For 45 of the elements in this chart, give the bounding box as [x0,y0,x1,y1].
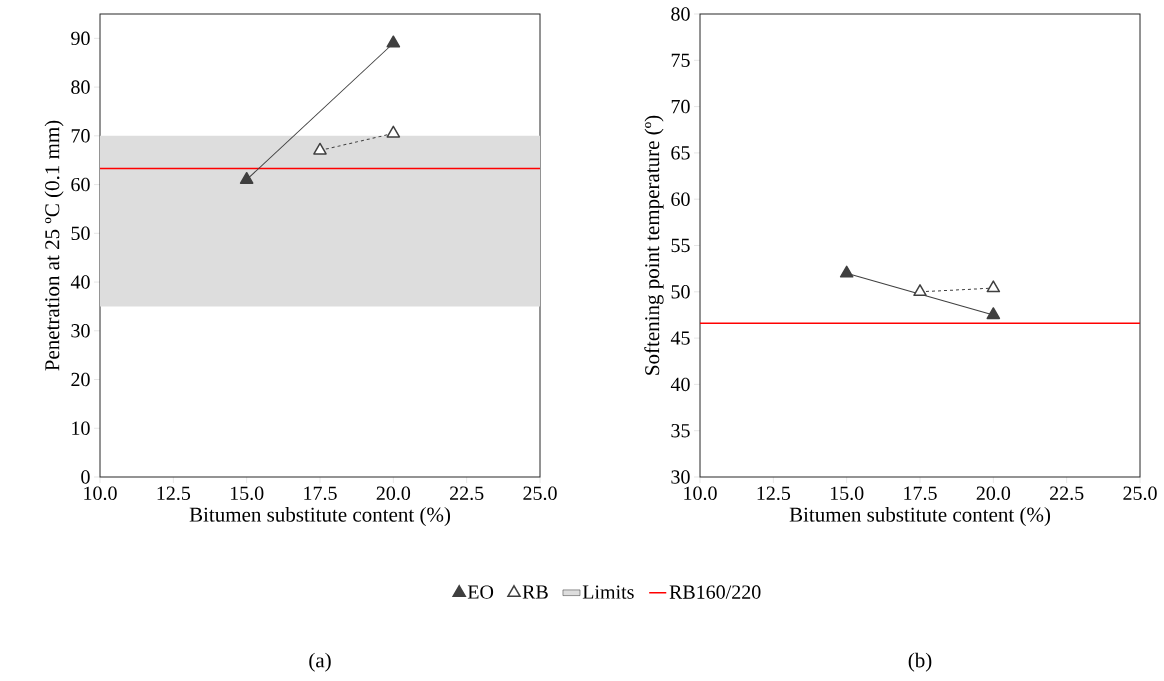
y-tick-label: 30 [71,324,90,338]
y-tick-label: 70 [671,99,690,114]
y-tick-label: 50 [71,226,90,241]
x-tick-label: 22.5 [450,486,484,501]
y-tick-label: 80 [671,7,690,21]
text: (b) [908,652,932,672]
x-tick-label: 17.5 [304,486,337,501]
y-tick-label: 90 [71,31,90,46]
x-tick-label: 25.0 [1123,486,1157,501]
y-tick-label: 70 [71,129,90,143]
y-tick-label: 75 [671,53,690,67]
x-tick-label: 20.0 [976,486,1011,501]
y-tick-label: 0 [81,470,90,484]
y-tick-label: 40 [670,377,690,392]
y-tick-label: 40 [70,275,90,289]
y-axis-title: Penetration at 25 ºC (0.1 mm) [44,120,64,371]
x-tick-label: 12.5 [157,486,191,501]
text: (a) [309,652,331,672]
y-tick-label: 55 [671,238,690,253]
x-tick-label: 12.5 [757,486,791,501]
y-tick-label: 50 [671,285,690,299]
x-axis-title: Bitumen substitute content (%) [189,506,451,527]
legend-label: EO [467,585,494,599]
legend-label: RB160/220 [669,585,761,599]
x-tick-label: 17.5 [904,486,937,501]
legend-label: RB [522,585,548,599]
x-tick-label: 20.0 [376,486,411,501]
y-tick-label: 80 [71,80,90,94]
x-axis-title: Bitumen substitute content (%) [789,506,1051,527]
x-tick-label: 10.0 [684,486,717,501]
y-tick-label: 65 [671,146,690,160]
y-tick-label: 35 [671,423,690,438]
x-tick-label: 15.0 [230,486,264,501]
x-tick-label: 10.0 [84,486,117,501]
x-tick-label: 22.5 [1050,486,1084,501]
x-tick-label: 25.0 [523,486,557,501]
y-tick-label: 60 [71,177,90,192]
y-tick-label: 60 [671,192,690,206]
y-tick-label: 30 [671,470,690,484]
y-tick-label: 45 [670,331,690,345]
x-tick-label: 15.0 [830,486,864,501]
y-tick-label: 20 [71,372,90,387]
y-axis-title: Softening point temperature (º) [644,115,664,375]
y-tick-label: 10 [72,421,90,435]
legend-label: Limits [582,585,634,599]
